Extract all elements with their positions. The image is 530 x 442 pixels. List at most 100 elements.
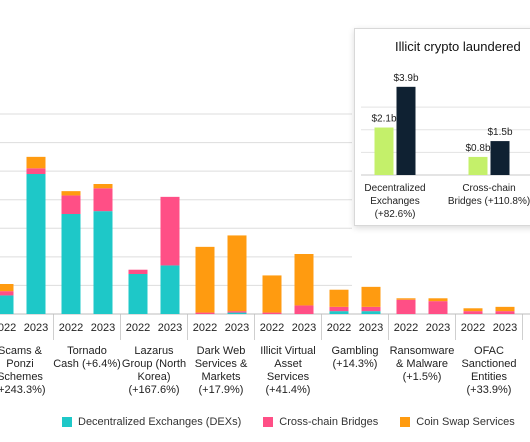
x-tick-label: 2023 [359, 322, 383, 334]
category-label: OFAC [474, 345, 504, 357]
inset-data-label: $2.1b [371, 114, 396, 125]
inset-data-label: $3.9b [393, 73, 418, 84]
bar-segment-dex [0, 295, 14, 314]
bar-segment-bridge [361, 306, 381, 312]
x-tick-label: 2023 [24, 322, 48, 334]
bar-segment-swap [227, 235, 247, 312]
category-label: (+167.6%) [128, 384, 179, 396]
bar-segment-dex [128, 274, 148, 314]
inset-category-label: Exchanges [370, 196, 419, 207]
category-label: Asset [274, 358, 302, 370]
bar-segment-swap [294, 254, 314, 306]
x-tick-label: 2022 [0, 322, 16, 334]
inset-bar-2022 [468, 156, 488, 175]
category-label: (+41.4%) [266, 384, 311, 396]
category-label: (+14.3%) [333, 358, 378, 370]
x-tick-label: 2022 [327, 322, 351, 334]
x-tick-label: 2023 [91, 322, 115, 334]
inset-bar-chart: $2.1b $3.9b Decentralized Exchanges (+82.6%)… [361, 73, 530, 220]
x-tick-label: 2022 [126, 322, 150, 334]
inset-bar-2023 [490, 141, 510, 175]
bar-segment-dex [61, 214, 81, 314]
category-label: Schemes [0, 371, 43, 383]
category-label: Lazarus [134, 345, 174, 357]
bar-segment-swap [195, 246, 215, 313]
bar-segment-swap [396, 298, 416, 300]
x-tick-label: 2022 [461, 322, 485, 334]
x-tick-label: 2022 [59, 322, 83, 334]
bar-segment-swap [61, 191, 81, 196]
category-label: Services & [195, 358, 248, 370]
category-label: Korea) [137, 371, 170, 383]
x-tick-label: 2022 [394, 322, 418, 334]
legend-label-bridges: Cross-chain Bridges [279, 416, 379, 428]
inset-category-label: (+82.6%) [375, 209, 416, 220]
inset-bar-2022 [374, 127, 394, 175]
category-label: (+33.9%) [467, 384, 512, 396]
bar-segment-dex [361, 311, 381, 314]
bar-segment-bridge [0, 291, 14, 296]
bar-segment-bridge [262, 312, 282, 314]
bar-segment-swap [329, 289, 349, 307]
category-label: Gambling [331, 345, 378, 357]
bar-segment-bridge [26, 168, 46, 174]
category-label: Illicit Virtual [260, 345, 315, 357]
category-label: Group (North [122, 358, 186, 370]
legend-item-bridges: Cross-chain Bridges [263, 416, 378, 428]
legend-item-coin-swap: Coin Swap Services [400, 416, 515, 428]
category-label: Services [267, 371, 310, 383]
bar-segment-swap [361, 286, 381, 307]
category-label: (+1.5%) [403, 371, 442, 383]
category-label: Markets [201, 371, 241, 383]
inset-chart-title: Illicit crypto laundered [395, 39, 521, 54]
bar-segment-dex [329, 311, 349, 314]
bar-segment-dex [26, 174, 46, 314]
bar-segment-swap [428, 298, 448, 302]
bar-segment-swap [495, 306, 515, 312]
category-label: Ponzi [6, 358, 34, 370]
bar-segment-bridge [160, 196, 180, 266]
x-tick-label: 2023 [426, 322, 450, 334]
inset-category-label: Decentralized [364, 183, 425, 194]
x-tick-label: 2023 [493, 322, 517, 334]
bar-segment-bridge [495, 311, 515, 314]
bar-segment-swap [463, 308, 483, 312]
x-tick-label: 2023 [225, 322, 249, 334]
inset-data-label: $1.5b [487, 127, 512, 138]
legend-swatch-bridges [263, 417, 274, 427]
bar-segment-bridge [396, 299, 416, 314]
legend-label-dex: Decentralized Exchanges (DEXs) [78, 416, 242, 428]
bar-segment-bridge [93, 188, 113, 212]
legend-swatch-dex [62, 417, 72, 427]
bar-segment-swap [93, 184, 113, 189]
category-label: Sanctioned [461, 358, 516, 370]
bar-segment-dex [227, 312, 247, 314]
bar-segment-bridge [227, 311, 247, 313]
bar-segment-bridge [61, 195, 81, 214]
category-label: & Malware [396, 358, 448, 370]
inset-chart-panel: $2.1b $3.9b Decentralized Exchanges (+82.6%)… [354, 28, 530, 226]
category-label: Tornado [67, 345, 107, 357]
category-label: (+243.3%) [0, 384, 46, 396]
legend-label-coin-swap: Coin Swap Services [416, 416, 515, 428]
legend-item-dex: Decentralized Exchanges (DEXs) [62, 416, 241, 428]
category-label: Cash (+6.4%) [53, 358, 121, 370]
bar-segment-dex [160, 265, 180, 314]
x-tick-label: 2022 [193, 322, 217, 334]
inset-data-label: $0.8b [465, 143, 490, 154]
bar-segment-swap [26, 156, 46, 169]
x-tick-label: 2023 [292, 322, 316, 334]
bar-segment-bridge [294, 305, 314, 314]
bar-segment-bridge [195, 312, 215, 314]
bar-segment-bridge [463, 311, 483, 314]
category-label: Dark Web [197, 345, 246, 357]
bar-segment-dex [93, 211, 113, 314]
chart-legend: Decentralized Exchanges (DEXs) Cross-cha… [62, 416, 515, 428]
bar-segment-bridge [428, 301, 448, 314]
bar-segment-bridge [329, 306, 349, 312]
category-label: Scams & [0, 345, 43, 357]
inset-category-label: Cross-chain [462, 183, 515, 194]
inset-category-label: Bridges (+110.8%) [448, 196, 530, 207]
inset-bar-2023 [396, 86, 416, 175]
